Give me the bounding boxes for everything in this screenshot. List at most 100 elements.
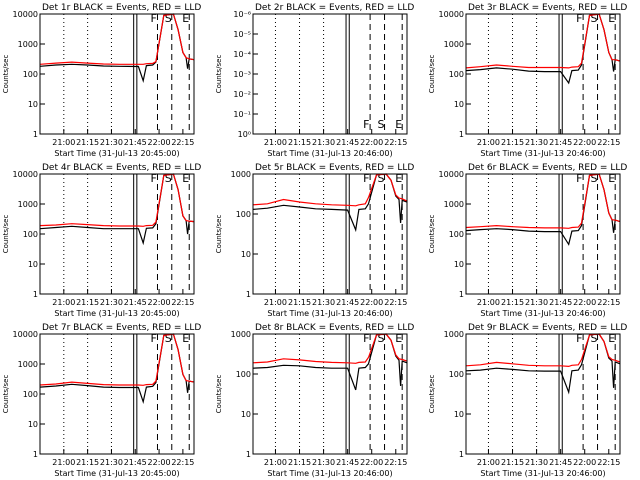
y-tick-label: 10⁻¹ bbox=[233, 110, 251, 119]
x-tick-label: 21:00 bbox=[264, 138, 287, 147]
y-tick-label: 100 bbox=[449, 70, 464, 79]
plot-frame bbox=[39, 13, 195, 135]
events-series-line bbox=[465, 333, 621, 395]
marker-label: E bbox=[395, 172, 402, 185]
y-tick-label: 10⁻² bbox=[233, 90, 251, 99]
x-tick-label: 21:45 bbox=[124, 138, 147, 147]
x-tick-label: 21:00 bbox=[52, 298, 75, 307]
x-tick-label: 21:00 bbox=[477, 298, 500, 307]
y-axis-label: Counts/sec bbox=[428, 55, 436, 94]
lld-series-line bbox=[39, 173, 195, 227]
x-tick-label: 21:15 bbox=[76, 138, 99, 147]
y-tick-label: 10000 bbox=[13, 170, 38, 179]
marker-label: F bbox=[363, 118, 369, 131]
x-tick-label: 22:00 bbox=[573, 298, 596, 307]
y-tick-label: 1 bbox=[246, 450, 251, 459]
plot-frame bbox=[252, 333, 408, 455]
marker-label: F bbox=[363, 172, 369, 185]
y-axis-label: Counts/sec bbox=[215, 55, 223, 94]
marker-label: E bbox=[608, 172, 615, 185]
y-tick-label: 10⁻⁵ bbox=[233, 30, 251, 39]
x-tick-label: 21:15 bbox=[501, 458, 524, 467]
panel-title: Det 2r BLACK = Events, RED = LLD bbox=[255, 3, 414, 13]
x-tick-label: 22:15 bbox=[384, 458, 407, 467]
marker-label: S bbox=[165, 12, 172, 25]
panel-title: Det 7r BLACK = Events, RED = LLD bbox=[42, 323, 201, 333]
y-tick-label: 100 bbox=[23, 70, 38, 79]
y-axis-label: Counts/sec bbox=[428, 215, 436, 254]
y-axis-label: Counts/sec bbox=[215, 375, 223, 414]
marker-label: E bbox=[182, 172, 189, 185]
y-tick-label: 10000 bbox=[13, 330, 38, 339]
plot-frame bbox=[39, 333, 195, 455]
lld-series-line bbox=[39, 13, 195, 65]
lld-series-line bbox=[465, 333, 621, 368]
x-tick-label: 22:15 bbox=[597, 298, 620, 307]
marker-label: S bbox=[165, 332, 172, 345]
plot-frame bbox=[39, 173, 195, 295]
marker-label: E bbox=[182, 12, 189, 25]
marker-label: F bbox=[576, 332, 582, 345]
x-tick-label: 22:15 bbox=[597, 138, 620, 147]
x-tick-label: 21:45 bbox=[124, 458, 147, 467]
y-tick-label: 100 bbox=[23, 230, 38, 239]
y-tick-label: 1000 bbox=[18, 40, 38, 49]
y-tick-label: 1 bbox=[459, 130, 464, 139]
y-tick-label: 10⁰ bbox=[238, 130, 251, 139]
marker-label: F bbox=[150, 172, 156, 185]
x-tick-label: 22:15 bbox=[597, 458, 620, 467]
x-tick-label: 21:15 bbox=[288, 298, 311, 307]
y-tick-label: 10 bbox=[28, 420, 38, 429]
y-tick-label: 10 bbox=[241, 410, 251, 419]
y-tick-label: 100 bbox=[449, 230, 464, 239]
panel-title: Det 5r BLACK = Events, RED = LLD bbox=[255, 163, 414, 173]
panel-title: Det 9r BLACK = Events, RED = LLD bbox=[468, 323, 627, 333]
x-tick-label: 22:00 bbox=[148, 138, 171, 147]
x-tick-label: 22:00 bbox=[360, 138, 383, 147]
y-axis-label: Counts/sec bbox=[2, 55, 10, 94]
marker-label: E bbox=[395, 118, 402, 131]
x-tick-label: 21:45 bbox=[549, 138, 572, 147]
x-tick-label: 21:30 bbox=[312, 458, 335, 467]
x-tick-label: 22:00 bbox=[360, 458, 383, 467]
marker-label: S bbox=[591, 332, 598, 345]
panel-title: Det 6r BLACK = Events, RED = LLD bbox=[468, 163, 627, 173]
lld-series-line bbox=[39, 333, 195, 386]
y-tick-label: 100 bbox=[236, 210, 251, 219]
y-tick-label: 10 bbox=[454, 410, 464, 419]
x-axis-label: Start Time (31-Jul-13 20:46:00) bbox=[480, 309, 605, 318]
x-tick-label: 21:15 bbox=[501, 298, 524, 307]
y-axis-label: Counts/sec bbox=[215, 215, 223, 254]
marker-label: S bbox=[591, 12, 598, 25]
x-tick-label: 22:00 bbox=[148, 298, 171, 307]
y-tick-label: 100 bbox=[23, 390, 38, 399]
plot-frame bbox=[465, 173, 621, 295]
plot-frame bbox=[465, 333, 621, 455]
marker-label: S bbox=[165, 172, 172, 185]
y-tick-label: 1000 bbox=[18, 360, 38, 369]
x-tick-label: 22:00 bbox=[148, 458, 171, 467]
x-tick-label: 21:00 bbox=[477, 458, 500, 467]
y-tick-label: 10⁻³ bbox=[233, 70, 251, 79]
x-tick-label: 21:15 bbox=[501, 138, 524, 147]
x-tick-label: 22:00 bbox=[573, 458, 596, 467]
y-tick-label: 10 bbox=[454, 100, 464, 109]
y-tick-label: 1 bbox=[33, 130, 38, 139]
marker-label: F bbox=[150, 12, 156, 25]
marker-label: F bbox=[576, 172, 582, 185]
y-tick-label: 1000 bbox=[231, 170, 251, 179]
lld-series-line bbox=[252, 333, 408, 364]
marker-label: F bbox=[150, 332, 156, 345]
x-axis-label: Start Time (31-Jul-13 20:45:00) bbox=[54, 309, 179, 318]
x-tick-label: 22:00 bbox=[360, 298, 383, 307]
y-tick-label: 100 bbox=[236, 370, 251, 379]
panel-title: Det 1r BLACK = Events, RED = LLD bbox=[42, 3, 201, 13]
marker-label: F bbox=[363, 332, 369, 345]
marker-label: E bbox=[182, 332, 189, 345]
y-tick-label: 1 bbox=[33, 290, 38, 299]
x-axis-label: Start Time (31-Jul-13 20:45:00) bbox=[54, 149, 179, 158]
y-tick-label: 10⁻⁴ bbox=[233, 50, 251, 59]
